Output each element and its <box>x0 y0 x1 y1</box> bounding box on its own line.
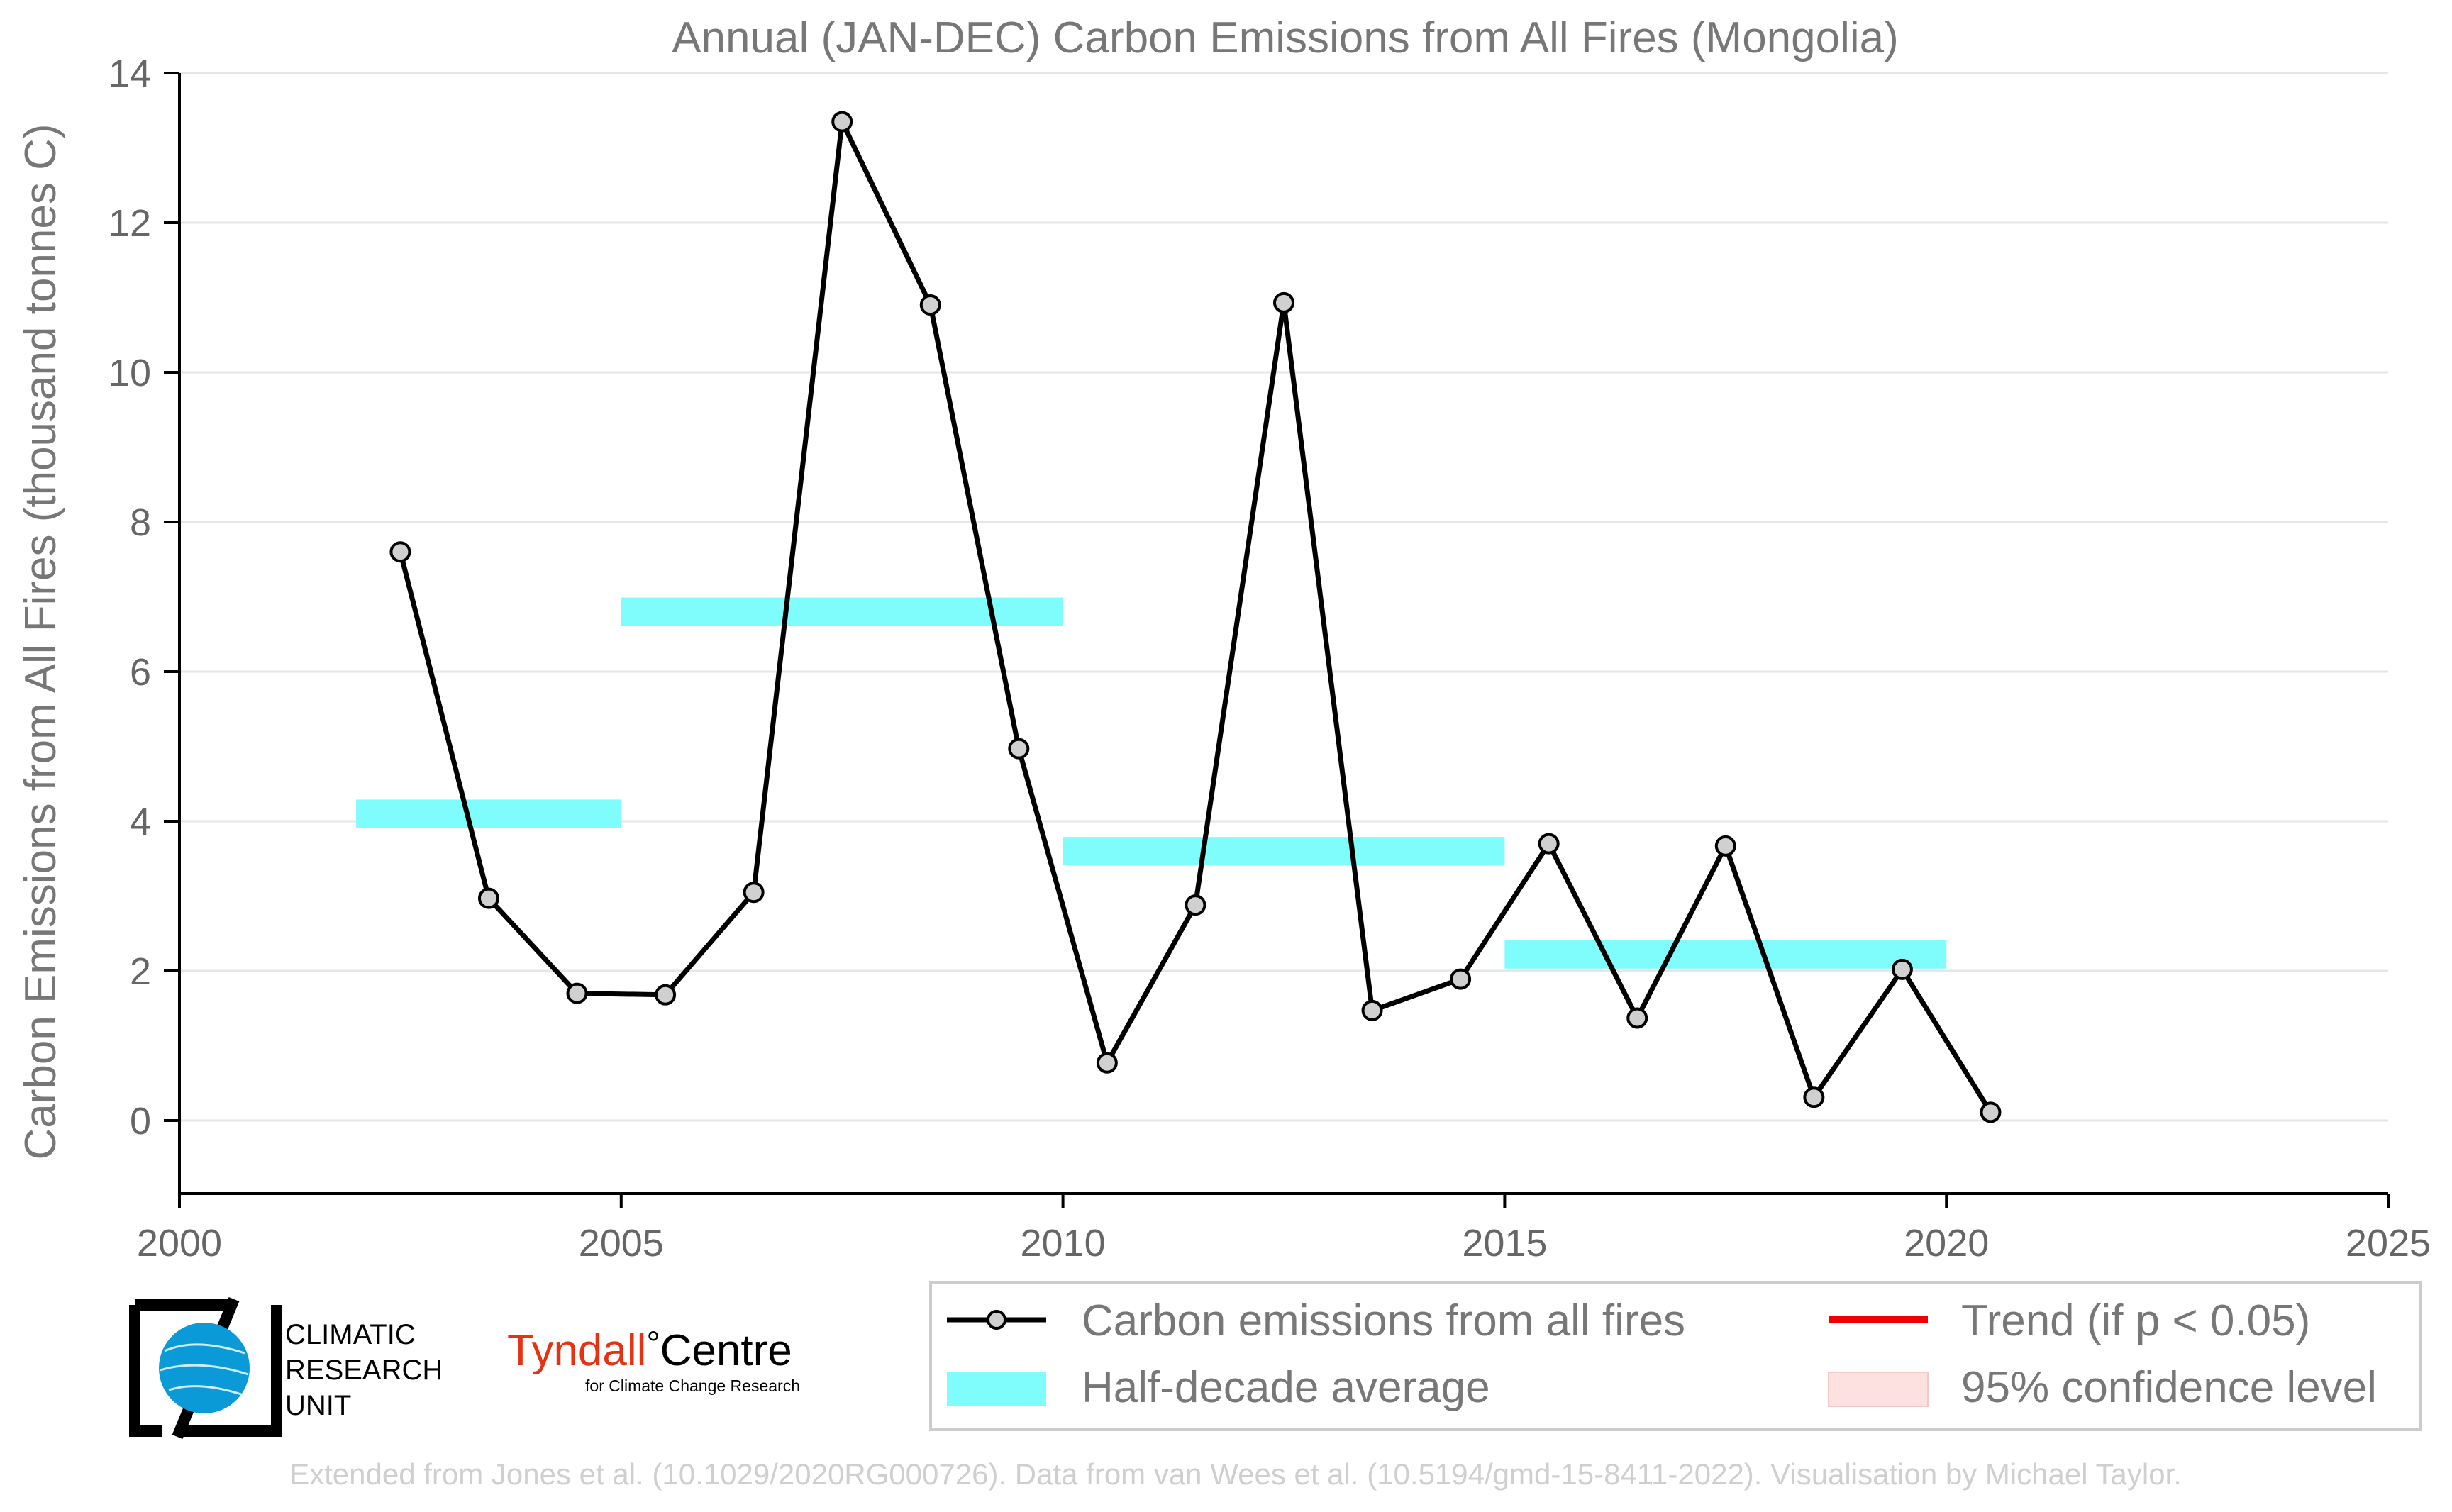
half-decade-average-bands <box>356 598 1946 969</box>
y-tick-label-4: 4 <box>130 801 151 843</box>
svg-text:Tyndall°Centre: Tyndall°Centre <box>507 1325 792 1375</box>
half-decade-band-4 <box>1504 940 1946 969</box>
half-decade-band-2 <box>621 598 1063 626</box>
emissions-point-16 <box>1716 837 1735 855</box>
y-tick-label-12: 12 <box>109 202 151 245</box>
emissions-point-19 <box>1981 1103 1999 1121</box>
credit-text: Extended from Jones et al. (10.1029/2020… <box>289 1457 2182 1491</box>
y-axis-label: Carbon Emissions from All Fires (thousan… <box>16 123 65 1160</box>
y-tick-label-10: 10 <box>109 352 151 394</box>
x-tick-label-2000: 2000 <box>137 1222 222 1264</box>
chart: Annual (JAN-DEC) Carbon Emissions from A… <box>0 0 2452 1512</box>
y-tick-label-2: 2 <box>130 950 151 993</box>
y-tick-label-6: 6 <box>130 651 151 694</box>
emissions-point-7 <box>921 296 940 314</box>
y-tick-label-8: 8 <box>130 501 151 544</box>
x-tick-label-2005: 2005 <box>579 1222 664 1264</box>
grid <box>179 73 2388 1121</box>
legend-label-half-decade: Half-decade average <box>1082 1363 1490 1412</box>
emissions-point-3 <box>568 984 587 1003</box>
tyndall-logo: Tyndall°Centre for Climate Change Resear… <box>507 1325 800 1395</box>
axes: 0 2 4 6 8 10 12 14 2000 2005 2010 2015 2020 2025 <box>109 52 2431 1264</box>
emissions-point-18 <box>1893 960 1912 979</box>
cru-logo: CLIMATIC RESEARCH UNIT <box>135 1299 443 1437</box>
y-tick-label-0: 0 <box>130 1100 151 1143</box>
half-decade-band-1 <box>356 799 621 828</box>
half-decade-band-3 <box>1063 837 1505 865</box>
x-tick-label-2010: 2010 <box>1021 1222 1106 1264</box>
legend: Carbon emissions from all fires Trend (i… <box>931 1282 2420 1430</box>
x-tick-label-2015: 2015 <box>1462 1222 1547 1264</box>
emissions-point-8 <box>1009 740 1028 758</box>
emissions-point-14 <box>1540 835 1558 853</box>
emissions-point-6 <box>833 113 851 131</box>
emissions-point-12 <box>1363 1001 1382 1020</box>
emissions-point-9 <box>1098 1054 1116 1072</box>
tyndall-tagline: for Climate Change Research <box>585 1377 800 1395</box>
emissions-point-1 <box>391 543 409 561</box>
emissions-point-10 <box>1186 896 1204 914</box>
legend-label-trend: Trend (if p < 0.05) <box>1961 1296 2310 1345</box>
cru-logo-line3: UNIT <box>285 1390 351 1421</box>
emissions-point-2 <box>479 889 498 908</box>
y-tick-label-14: 14 <box>109 52 151 95</box>
legend-swatch-emissions-marker <box>988 1311 1005 1328</box>
tyndall-degree: ° <box>646 1325 660 1363</box>
emissions-point-15 <box>1628 1008 1646 1027</box>
emissions-point-13 <box>1451 970 1470 989</box>
x-tick-label-2025: 2025 <box>2346 1222 2431 1264</box>
centre-word: Centre <box>660 1326 792 1375</box>
legend-label-emissions: Carbon emissions from all fires <box>1082 1296 1685 1345</box>
emissions-point-17 <box>1804 1088 1823 1106</box>
legend-label-confidence: 95% confidence level <box>1961 1363 2377 1412</box>
cru-logo-line1: CLIMATIC <box>285 1319 416 1350</box>
emissions-point-4 <box>656 986 675 1004</box>
emissions-point-5 <box>745 883 763 901</box>
cru-logo-line2: RESEARCH <box>285 1355 443 1386</box>
x-tick-label-2020: 2020 <box>1904 1222 1989 1264</box>
chart-title: Annual (JAN-DEC) Carbon Emissions from A… <box>672 13 1899 62</box>
cru-logo-frame-left <box>135 1305 162 1431</box>
legend-swatch-confidence <box>1829 1372 1928 1406</box>
emissions-point-11 <box>1275 294 1293 312</box>
tyndall-word: Tyndall <box>507 1326 646 1375</box>
legend-swatch-half-decade <box>947 1372 1046 1406</box>
